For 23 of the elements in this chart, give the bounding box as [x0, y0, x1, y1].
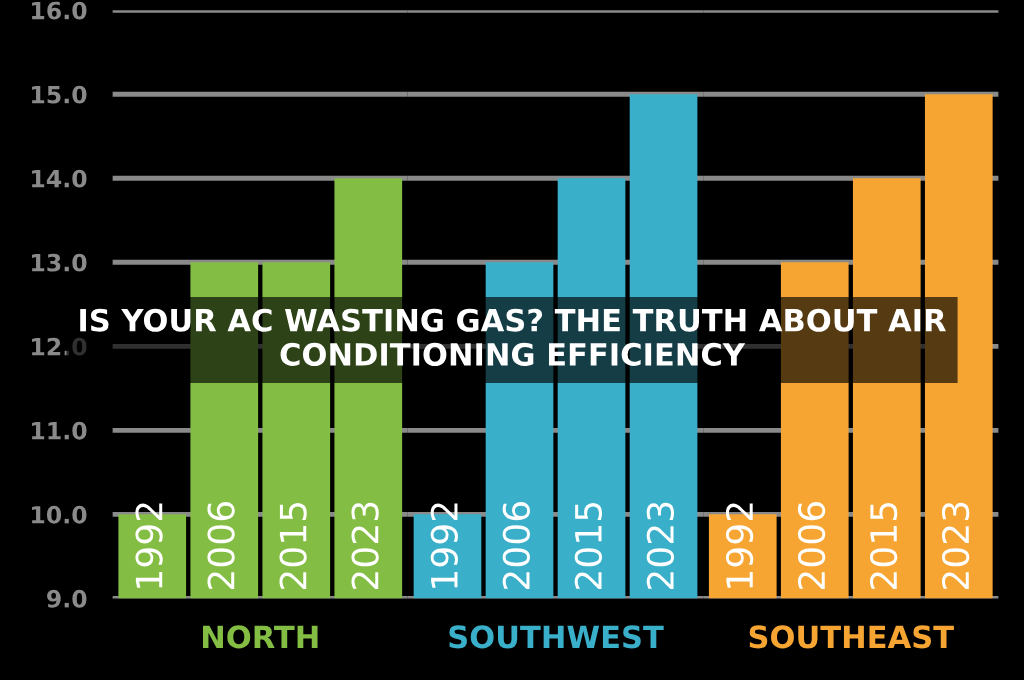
x-tick-label: 2023 — [941, 502, 970, 590]
x-tick-label: 2023 — [646, 502, 675, 590]
x-tick-label: 1992 — [725, 503, 754, 588]
x-tick-label: 2015 — [279, 502, 307, 590]
x-tick-label: 2015 — [869, 502, 898, 590]
y-tick-label: 13.0 — [32, 253, 87, 272]
y-tick-label: 10.0 — [32, 505, 87, 524]
y-tick-label: 14.0 — [32, 169, 87, 188]
x-tick-label: 2006 — [502, 502, 530, 590]
x-tick-label: 2023 — [351, 502, 379, 590]
x-axis-title: SOUTHEAST — [749, 625, 954, 649]
y-tick-label: 12.0 — [32, 337, 87, 356]
y-tick-label: 9.0 — [47, 589, 87, 608]
y-tick-label: 15.0 — [32, 85, 87, 104]
x-axis-title: NORTH — [203, 625, 318, 649]
x-tick-label: 2006 — [207, 502, 235, 590]
x-tick-label: 2006 — [797, 502, 826, 590]
x-tick-label: 2015 — [574, 502, 602, 590]
x-axis-title: SOUTHWEST — [449, 625, 664, 649]
x-tick-label: 1992 — [135, 503, 163, 588]
y-tick-label: 11.0 — [32, 421, 87, 440]
y-tick-label: 16.0 — [32, 1, 87, 20]
x-tick-label: 1992 — [430, 503, 458, 588]
